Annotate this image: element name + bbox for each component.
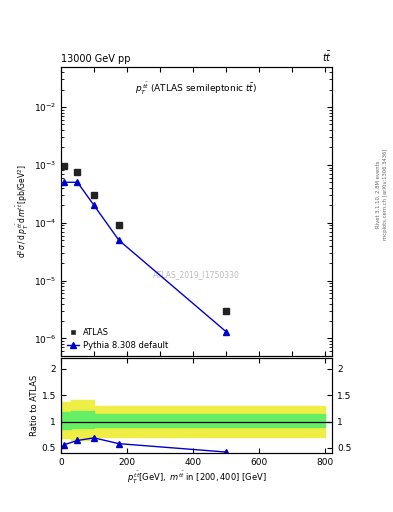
Pythia 8.308 default: [116, 237, 121, 243]
ATLAS: [92, 192, 96, 198]
Text: $t\bar{t}$: $t\bar{t}$: [322, 50, 332, 64]
ATLAS: [75, 169, 80, 175]
Text: mcplots.cern.ch [arXiv:1306.3436]: mcplots.cern.ch [arXiv:1306.3436]: [383, 149, 387, 240]
Y-axis label: Ratio to ATLAS: Ratio to ATLAS: [30, 375, 39, 436]
Legend: ATLAS, Pythia 8.308 default: ATLAS, Pythia 8.308 default: [63, 325, 171, 353]
Pythia 8.308 default: [92, 202, 96, 208]
Pythia 8.308 default: [224, 329, 229, 335]
Text: $p_T^{\,t\bar{t}}$ (ATLAS semileptonic $t\bar{t}$): $p_T^{\,t\bar{t}}$ (ATLAS semileptonic $…: [136, 81, 257, 97]
Pythia 8.308 default: [75, 179, 80, 185]
Pythia 8.308 default: [62, 179, 66, 185]
ATLAS: [62, 163, 66, 169]
X-axis label: $p_T^{\,t\bar{t}}[\mathrm{GeV}],\ m^{t\bar{t}}\ \mathrm{in}\ [200,400]\ [\mathrm: $p_T^{\,t\bar{t}}[\mathrm{GeV}],\ m^{t\b…: [127, 470, 266, 486]
Y-axis label: $\mathrm{d}^2\sigma\,/\,\mathrm{d}\,p_T^{\,t\bar{t}}\mathrm{d}\,m^{t\bar{t}}\,[\: $\mathrm{d}^2\sigma\,/\,\mathrm{d}\,p_T^…: [15, 164, 31, 258]
Line: Pythia 8.308 default: Pythia 8.308 default: [61, 179, 230, 335]
Text: ATLAS_2019_I1750330: ATLAS_2019_I1750330: [153, 270, 240, 280]
Line: ATLAS: ATLAS: [61, 163, 230, 314]
ATLAS: [224, 308, 229, 314]
ATLAS: [116, 222, 121, 228]
Text: Rivet 3.1.10, 2.8M events: Rivet 3.1.10, 2.8M events: [376, 161, 380, 228]
Text: 13000 GeV pp: 13000 GeV pp: [61, 54, 130, 64]
